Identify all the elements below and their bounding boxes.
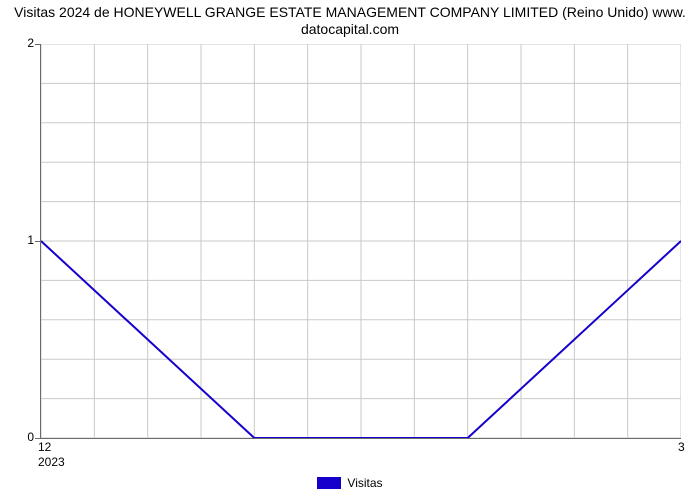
chart-container: Visitas 2024 de HONEYWELL GRANGE ESTATE … [0,0,700,500]
y-tickmark-2 [35,44,40,45]
legend-swatch [317,477,341,489]
y-tick-2: 2 [4,36,34,50]
chart-title-line1: Visitas 2024 de HONEYWELL GRANGE ESTATE … [14,4,686,20]
legend-label: Visitas [347,476,382,490]
plot-area [40,44,681,439]
y-tick-0: 0 [4,430,34,444]
x-tick-0: 12 [38,440,51,454]
y-tickmark-1 [35,241,40,242]
legend-item-visitas: Visitas [317,476,382,490]
gridlines [41,44,681,438]
legend: Visitas [0,476,700,494]
plot-svg [41,44,681,438]
y-tick-1: 1 [4,233,34,247]
x-year-label: 2023 [38,455,65,469]
y-tickmark-0 [35,438,40,439]
chart-title-line2: datocapital.com [301,21,399,37]
chart-title: Visitas 2024 de HONEYWELL GRANGE ESTATE … [0,4,700,38]
x-tick-1: 3 [678,440,685,454]
